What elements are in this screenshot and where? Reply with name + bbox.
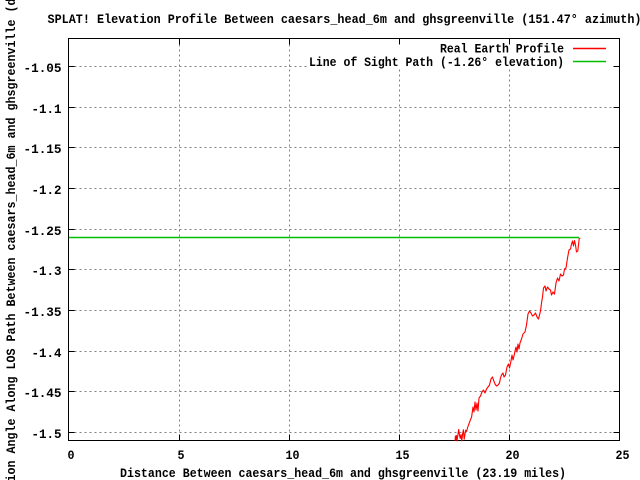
svg-text:-1.3: -1.3 bbox=[32, 264, 62, 279]
svg-text:-1.4: -1.4 bbox=[32, 346, 62, 361]
svg-text:-1.35: -1.35 bbox=[24, 305, 62, 320]
svg-text:Distance Between caesars_head_: Distance Between caesars_head_6m and ghs… bbox=[120, 466, 566, 480]
svg-text:-1.15: -1.15 bbox=[24, 142, 62, 157]
svg-text:5: 5 bbox=[178, 448, 185, 463]
svg-text:10: 10 bbox=[286, 448, 300, 463]
svg-text:SPLAT! Elevation Profile Betwe: SPLAT! Elevation Profile Between caesars… bbox=[48, 12, 640, 27]
svg-text:-1.25: -1.25 bbox=[24, 224, 62, 239]
svg-text:Real Earth Profile: Real Earth Profile bbox=[440, 42, 564, 57]
svg-text:Line of Sight Path (-1.26° ele: Line of Sight Path (-1.26° elevation) bbox=[309, 55, 564, 70]
svg-text:-1.5: -1.5 bbox=[32, 427, 62, 442]
svg-text:-1.1: -1.1 bbox=[32, 102, 62, 117]
svg-text:0: 0 bbox=[68, 448, 75, 463]
svg-text:-1.2: -1.2 bbox=[32, 183, 62, 198]
svg-text:-1.45: -1.45 bbox=[24, 386, 62, 401]
svg-text:15: 15 bbox=[396, 448, 410, 463]
svg-text:-1.05: -1.05 bbox=[24, 61, 62, 76]
svg-text:Elevation Angle Along LOS Path: Elevation Angle Along LOS Path Between c… bbox=[4, 0, 19, 480]
svg-text:20: 20 bbox=[506, 448, 520, 463]
svg-text:25: 25 bbox=[616, 448, 630, 463]
